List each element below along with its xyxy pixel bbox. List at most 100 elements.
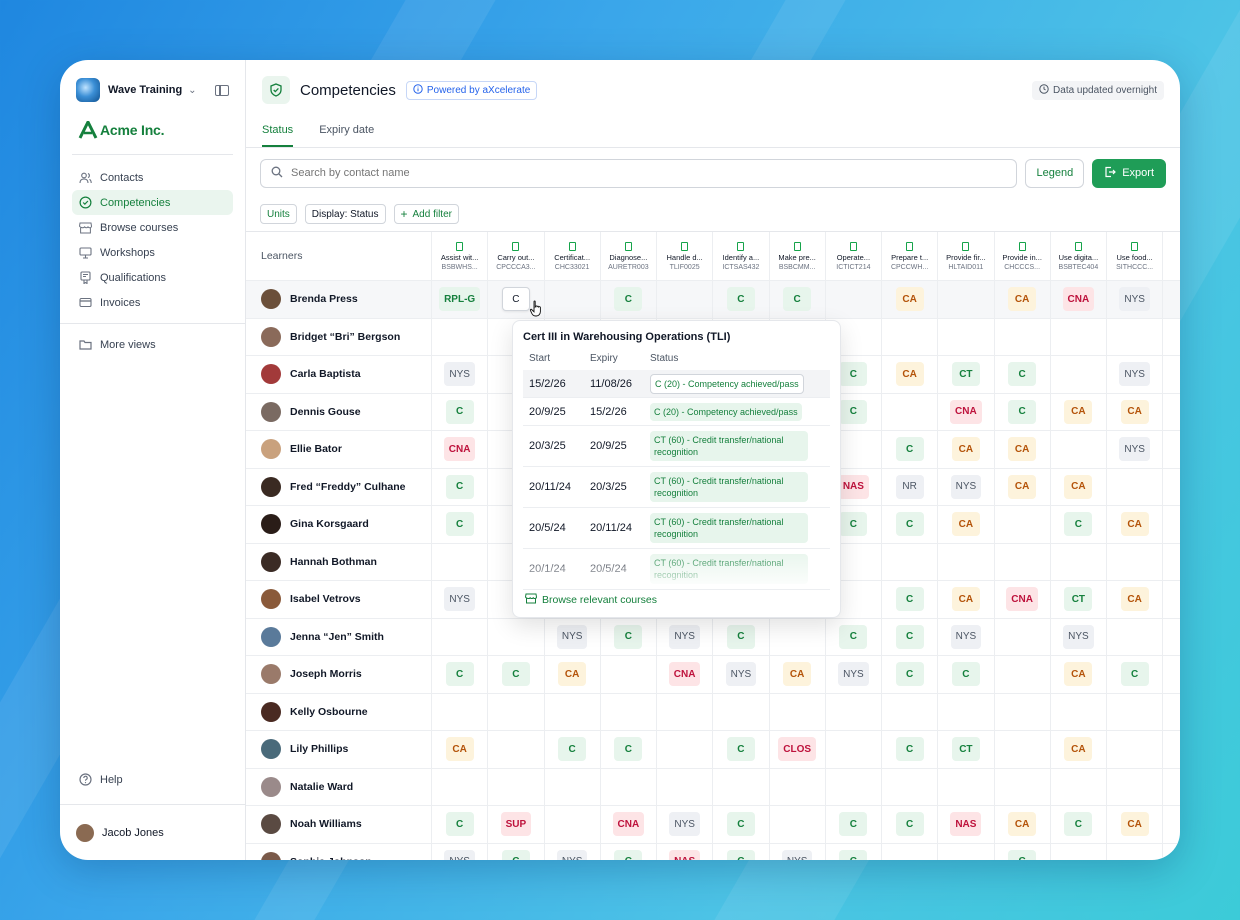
status-badge[interactable]: NYS — [950, 474, 982, 499]
sidebar-item-more-views[interactable]: More views — [72, 332, 233, 357]
status-cell[interactable]: CNA — [601, 806, 657, 843]
status-badge[interactable]: C — [839, 362, 868, 387]
search-input[interactable] — [291, 167, 1007, 179]
status-cell[interactable]: CA — [995, 468, 1051, 505]
status-badge[interactable]: NYS — [1119, 287, 1150, 312]
status-cell[interactable]: C — [826, 806, 882, 843]
status-cell[interactable]: NYS — [713, 656, 770, 693]
status-cell[interactable]: NYS — [1051, 618, 1107, 655]
status-badge[interactable]: NYS — [781, 849, 813, 860]
tab-status[interactable]: Status — [262, 124, 294, 147]
status-badge[interactable]: CNA — [1062, 287, 1095, 312]
status-badge[interactable]: CA — [1120, 812, 1149, 837]
status-cell[interactable]: C — [713, 843, 770, 860]
status-cell[interactable]: NYS — [826, 656, 882, 693]
unit-column-header[interactable]: Diagnose... AURETR003 — [601, 232, 657, 280]
status-badge[interactable]: CLOS — [778, 737, 817, 762]
status-cell[interactable]: C — [882, 731, 939, 768]
status-badge[interactable]: NYS — [1119, 362, 1150, 387]
status-badge[interactable]: CA — [1008, 812, 1037, 837]
status-badge[interactable]: RPL-G — [439, 287, 481, 312]
learner-name-cell[interactable]: Kelly Osbourne — [246, 693, 432, 730]
status-cell[interactable]: C — [488, 843, 545, 860]
status-cell[interactable]: C — [995, 843, 1051, 860]
sidebar-collapse-icon[interactable] — [215, 84, 229, 96]
status-badge[interactable]: C — [558, 737, 587, 762]
status-badge[interactable]: CA — [1064, 399, 1093, 424]
status-cell[interactable]: C — [713, 281, 770, 318]
unit-column-header[interactable]: Carry out... CPCCCA3... — [488, 232, 545, 280]
status-cell[interactable]: CA — [1051, 731, 1107, 768]
status-cell[interactable]: CA — [770, 656, 826, 693]
status-cell[interactable]: SUP — [488, 806, 545, 843]
status-cell[interactable]: CA — [995, 431, 1051, 468]
user-menu[interactable]: Jacob Jones — [60, 804, 245, 860]
learner-name-cell[interactable]: Carla Baptista — [246, 356, 432, 393]
sidebar-item-browse-courses[interactable]: Browse courses — [72, 215, 233, 240]
status-cell[interactable]: C — [432, 506, 489, 543]
status-cell[interactable]: C — [995, 356, 1051, 393]
status-cell[interactable]: C — [545, 731, 601, 768]
unit-column-header[interactable]: Operate... ICTICT214 — [826, 232, 882, 280]
status-badge[interactable]: NAS — [669, 849, 701, 860]
status-cell[interactable]: CA — [1107, 581, 1164, 618]
status-cell[interactable]: CNA — [938, 393, 995, 430]
status-badge[interactable]: C — [445, 812, 474, 837]
status-badge[interactable]: C — [614, 624, 643, 649]
status-badge[interactable]: CA — [1120, 587, 1149, 612]
unit-column-header[interactable]: Identify a... ICTSAS432 — [713, 232, 770, 280]
status-badge[interactable]: C — [895, 512, 924, 537]
status-cell[interactable]: C — [432, 806, 489, 843]
status-badge[interactable]: CA — [1008, 474, 1037, 499]
add-filter-button[interactable]: + Add filter — [393, 204, 459, 224]
status-cell[interactable]: CNA — [657, 656, 714, 693]
unit-column-header[interactable]: Assist wit... BSBWHS... — [432, 232, 489, 280]
tab-expiry-date[interactable]: Expiry date — [319, 124, 375, 136]
status-cell[interactable]: CNA — [995, 581, 1051, 618]
learner-name-cell[interactable]: Natalie Ward — [246, 768, 432, 805]
legend-button[interactable]: Legend — [1025, 158, 1085, 188]
status-cell[interactable]: NYS — [657, 806, 714, 843]
status-badge[interactable]: CA — [1120, 512, 1149, 537]
sidebar-item-invoices[interactable]: Invoices — [72, 290, 233, 315]
unit-column-header[interactable]: Prepare t... CPCCWH... — [882, 232, 939, 280]
status-badge[interactable]: C — [951, 662, 980, 687]
status-cell[interactable]: CA — [882, 281, 939, 318]
status-badge[interactable]: C — [895, 812, 924, 837]
status-badge[interactable]: NAS — [950, 812, 982, 837]
status-cell[interactable]: CA — [545, 656, 601, 693]
status-cell[interactable]: CNA — [1051, 281, 1107, 318]
status-badge[interactable]: NR — [895, 474, 924, 499]
units-filter-chip[interactable]: Units — [260, 204, 297, 224]
status-badge[interactable]: C — [614, 849, 643, 860]
status-cell[interactable]: NYS — [1107, 356, 1164, 393]
learner-name-cell[interactable]: Hannah Bothman — [246, 543, 432, 580]
learner-name-cell[interactable]: Lily Phillips — [246, 731, 432, 768]
status-cell[interactable]: RPL-G — [432, 281, 489, 318]
status-cell[interactable]: NYS — [432, 356, 489, 393]
status-badge[interactable]: CT — [951, 737, 980, 762]
status-badge[interactable]: C — [1008, 362, 1037, 387]
learner-name-cell[interactable]: Ellie Bator — [246, 431, 432, 468]
status-cell[interactable]: C — [713, 618, 770, 655]
status-badge[interactable]: CT — [1064, 587, 1093, 612]
status-badge[interactable]: CA — [951, 512, 980, 537]
status-cell[interactable]: C — [601, 731, 657, 768]
status-cell[interactable]: C — [1051, 506, 1107, 543]
status-badge[interactable]: C — [1008, 849, 1037, 860]
status-badge[interactable]: NYS — [1063, 624, 1094, 649]
status-badge[interactable]: CA — [1064, 737, 1093, 762]
status-cell[interactable]: CA — [1051, 656, 1107, 693]
status-cell[interactable]: NYS — [1107, 431, 1164, 468]
status-cell[interactable]: CA — [1107, 506, 1164, 543]
status-badge[interactable]: SUP — [500, 812, 532, 837]
status-cell[interactable]: CA — [882, 356, 939, 393]
status-badge[interactable]: C — [501, 662, 530, 687]
export-button[interactable]: Export — [1092, 158, 1166, 188]
status-badge[interactable]: C — [839, 624, 868, 649]
status-badge[interactable]: C — [445, 399, 474, 424]
status-badge[interactable]: CA — [783, 662, 812, 687]
status-cell[interactable]: CA — [995, 281, 1051, 318]
learner-name-cell[interactable]: Joseph Morris — [246, 656, 432, 693]
status-badge[interactable]: CNA — [668, 662, 701, 687]
